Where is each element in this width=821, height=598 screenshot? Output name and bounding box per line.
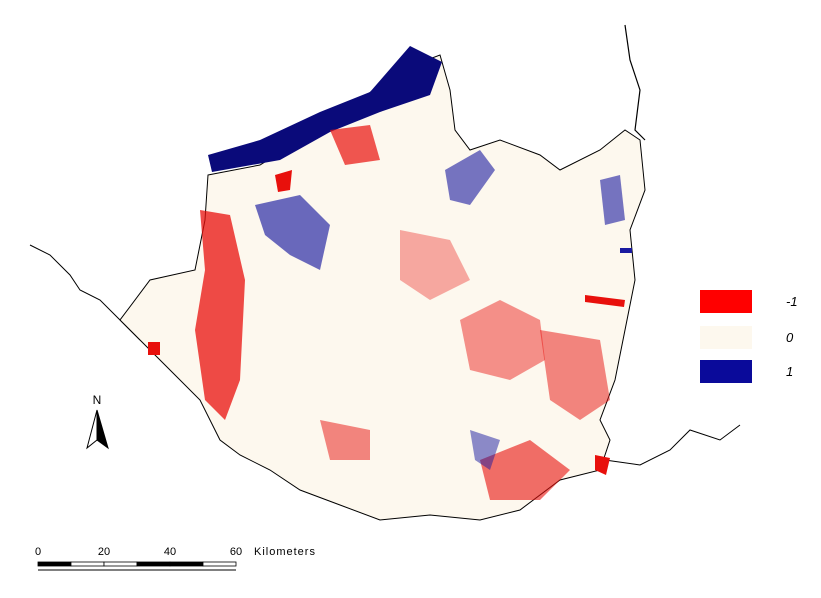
- map-area: [29, 24, 741, 521]
- region-outline: [119, 54, 646, 521]
- scale-label: 0: [35, 546, 41, 558]
- legend-swatch: [700, 360, 752, 383]
- river-west: [29, 244, 141, 341]
- north-arrow: N: [86, 393, 109, 450]
- legend: -1 0 1: [700, 290, 798, 383]
- scale-segment: [103, 561, 138, 567]
- arrow-right: [96, 409, 109, 450]
- scale-segment: [70, 561, 105, 567]
- scale-segment: [37, 561, 72, 567]
- scale-label: 40: [164, 546, 176, 558]
- north-label: N: [93, 393, 102, 407]
- red-patches: [148, 125, 625, 500]
- blue-patches: [255, 150, 632, 470]
- scale-unit: Kilometers: [254, 546, 316, 558]
- legend-swatch: [700, 326, 752, 349]
- water-body: [208, 46, 442, 172]
- scale-segment: [169, 561, 204, 567]
- scale-bar: 0 20 40 60 Kilometers: [35, 546, 316, 571]
- scale-segment: [136, 561, 171, 567]
- scale-label: 60: [230, 546, 242, 558]
- legend-label: 0: [786, 330, 794, 345]
- river-east: [624, 24, 646, 141]
- legend-label: 1: [786, 364, 793, 379]
- scale-segment: [202, 561, 237, 567]
- legend-label: -1: [786, 294, 798, 309]
- legend-swatch: [700, 290, 752, 313]
- scale-label: 20: [98, 546, 110, 558]
- river-southeast: [604, 424, 741, 466]
- arrow-left: [86, 409, 98, 450]
